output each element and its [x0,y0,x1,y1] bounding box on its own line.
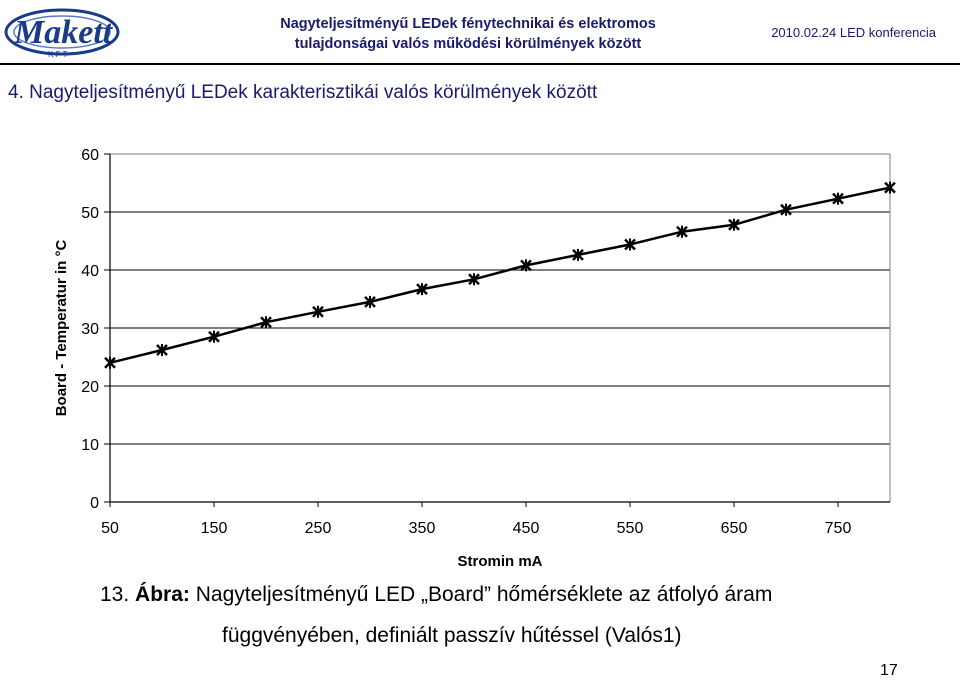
series-line [109,186,891,365]
data-point [572,248,584,261]
data-point [416,283,428,296]
y-axis-label: Board - Temperatur in °C [53,240,70,417]
caption-text: Nagyteljesítményű LED „Board” hőmérsékle… [195,583,773,606]
x-tick-label: 550 [617,520,644,537]
data-point [780,203,792,216]
y-tick-label: 30 [81,321,99,338]
y-tick-label: 0 [90,495,99,512]
y-tick-label: 50 [81,205,99,222]
series-layer [104,181,896,369]
data-point [156,344,168,357]
figure-caption-line1: 13. Ábra: Nagyteljesítményű LED „Board” … [100,583,772,607]
data-point [520,259,532,272]
header-date: 2010.02.24 LED konferencia [771,25,936,40]
x-tick-label: 250 [305,520,332,537]
page-number: 17 [880,662,898,679]
header-divider [0,63,960,65]
x-tick-label: 50 [101,520,119,537]
caption-number: 13. [100,583,130,606]
x-tick-label: 350 [409,520,436,537]
data-point [364,295,376,308]
header-title: Nagyteljesítményű LEDek fénytechnikai és… [228,14,708,54]
data-point [104,356,116,369]
x-axis-label: Stromin mA [457,553,542,570]
y-tick-label: 60 [81,147,99,164]
x-tick-label: 150 [201,520,228,537]
header-title-line1: Nagyteljesítményű LEDek fénytechnikai és… [280,16,656,32]
data-point [208,330,220,343]
logo-text: Makett [13,14,114,51]
y-tick-label: 40 [81,263,99,280]
data-point [624,238,636,251]
y-tick-label: 20 [81,379,99,396]
data-point [728,218,740,231]
data-point [312,305,324,318]
data-point [884,181,896,194]
caption-label: Ábra: [135,583,190,606]
label-layer: 0 10 20 30 40 50 60 50 150 250 350 450 550 650 750 [81,147,851,537]
data-point [260,316,272,329]
data-point [676,225,688,238]
axis-layer [104,153,890,507]
x-tick-label: 650 [721,520,748,537]
data-point [468,273,480,286]
grid-layer [110,153,890,445]
makett-logo: Makett K F T [4,8,120,59]
header-title-line2: tulajdonságai valós működési körülmények… [294,36,642,52]
x-tick-label: 450 [513,520,540,537]
section-title: 4. Nagyteljesítményű LEDek karakteriszti… [8,82,598,103]
figure-caption-line2: függvényében, definiált passzív hűtéssel… [222,624,682,647]
data-point [832,192,844,205]
x-tick-label: 750 [825,520,852,537]
y-tick-label: 10 [81,437,99,454]
logo-subtext: K F T [48,50,68,59]
